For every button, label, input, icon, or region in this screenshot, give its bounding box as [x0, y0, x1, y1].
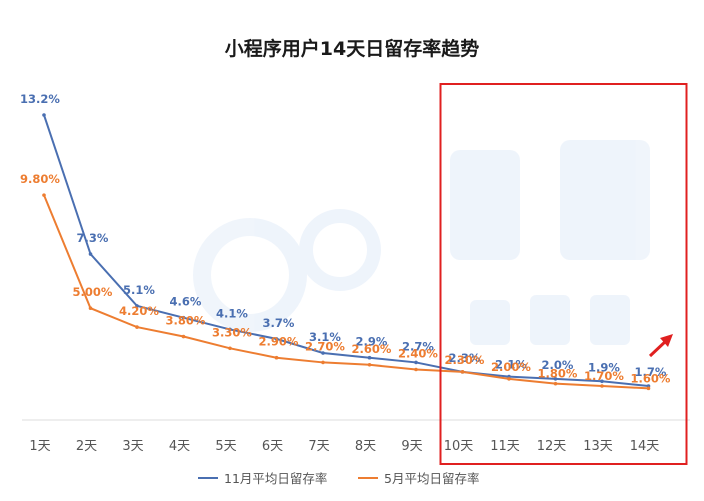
data-point-nov: [135, 304, 139, 308]
data-label-nov: 2.3%: [449, 351, 481, 365]
x-tick-label: 5天: [215, 439, 236, 454]
x-tick-label: 12天: [537, 439, 567, 454]
data-point-nov: [553, 377, 558, 381]
data-label-nov: 2.7%: [402, 339, 434, 353]
chart-title: 小程序用户14天日留存率趋势: [224, 38, 480, 60]
data-label-may: 2.00%: [491, 360, 531, 374]
data-label-nov: 2.0%: [542, 358, 574, 372]
data-label-may: 1.60%: [631, 371, 671, 385]
data-point-may: [228, 346, 232, 351]
x-tick-label: 1天: [29, 439, 50, 454]
data-label-nov: 1.7%: [635, 365, 667, 379]
x-tick-label: 10天: [444, 439, 474, 454]
data-label-may: 5.00%: [73, 285, 113, 299]
data-label-nov: 1.9%: [588, 360, 620, 374]
data-point-may: [42, 193, 46, 197]
data-point-nov: [414, 360, 418, 365]
x-tick-label: 8天: [355, 439, 376, 454]
data-point-may: [600, 384, 604, 388]
legend: 11月平均日留存率 5月平均日留存率: [198, 471, 479, 486]
data-point-nov: [181, 315, 186, 320]
data-point-nov: [42, 113, 46, 117]
data-point-nov: [274, 337, 279, 341]
data-label-nov: 5.1%: [123, 283, 155, 297]
series-line-may: [43, 194, 649, 390]
x-tick-label: 7天: [308, 439, 329, 454]
data-label-may: 2.70%: [305, 339, 345, 353]
data-label-nov: 7.3%: [77, 231, 109, 245]
data-point-nov: [228, 327, 232, 332]
data-label-may: 3.30%: [212, 325, 252, 339]
data-point-may: [274, 355, 279, 360]
data-point-may: [135, 325, 139, 329]
x-tick-label: 11天: [490, 439, 520, 454]
highlight-box: [439, 83, 688, 465]
data-label-nov: 4.6%: [170, 295, 202, 309]
x-axis-ticks: 1天 2天 3天 4天 5天 6天 7天 8天 9天 10天 11天 12天 13天 14天: [29, 439, 659, 454]
data-point-may: [507, 377, 511, 381]
data-label-nov: 2.1%: [495, 358, 527, 372]
x-tick-label: 13天: [583, 439, 613, 454]
x-tick-label: 3天: [122, 439, 143, 454]
data-label-may: 4.20%: [119, 304, 159, 318]
data-label-nov: 13.2%: [20, 92, 60, 106]
data-label-may: 9.80%: [20, 172, 60, 186]
data-point-may: [414, 367, 418, 372]
data-point-may: [321, 360, 325, 365]
red-arrow-icon: [648, 334, 673, 358]
series-line-nov: [43, 114, 649, 387]
data-label-nov: 3.7%: [263, 316, 295, 330]
legend-label-nov: 11月平均日留存率: [224, 471, 327, 486]
data-point-may: [553, 381, 558, 386]
data-point-nov: [367, 355, 372, 360]
data-point-may: [88, 306, 93, 311]
x-tick-label: 14天: [630, 439, 660, 454]
x-tick-label: 6天: [262, 439, 283, 454]
x-tick-label: 2天: [76, 439, 97, 454]
data-label-may: 1.70%: [584, 369, 624, 383]
data-label-may: 2.90%: [259, 335, 299, 349]
data-label-nov: 3.1%: [309, 330, 341, 344]
legend-label-may: 5月平均日留存率: [384, 471, 479, 486]
data-point-may: [460, 370, 465, 374]
x-tick-label: 4天: [169, 439, 190, 454]
data-point-may: [367, 362, 372, 367]
data-point-nov: [600, 379, 604, 384]
data-label-may: 2.30%: [445, 353, 485, 367]
data-label-nov: 2.9%: [356, 335, 388, 349]
data-point-may: [181, 334, 186, 339]
data-point-may: [646, 386, 651, 391]
data-point-nov: [321, 351, 325, 355]
data-label-may: 2.60%: [352, 342, 392, 356]
x-tick-label: 9天: [401, 439, 422, 454]
data-label-may: 2.40%: [398, 347, 438, 361]
data-label-may: 1.80%: [538, 367, 578, 381]
data-point-nov: [88, 252, 93, 256]
data-label-nov: 4.1%: [216, 306, 248, 320]
watermark-logo: [193, 140, 650, 345]
data-label-may: 3.80%: [166, 314, 206, 328]
plot-area: 13.2% 7.3% 5.1% 4.6% 4.1% 3.7% 3.1% 2.9% 2.7% 2.3…: [20, 92, 671, 391]
